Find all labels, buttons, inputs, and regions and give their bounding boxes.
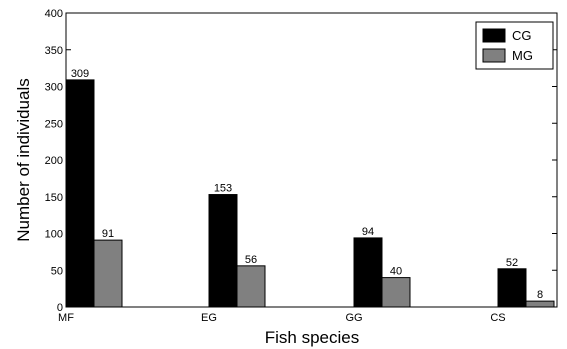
y-tick-label: 200 <box>45 155 63 167</box>
legend-label-mg: MG <box>512 48 533 63</box>
plot-area: 0 50 100 150 200 250 300 350 400 309 91 MF 153 56 EG 94… <box>45 8 558 324</box>
bar-cg-mf <box>65 79 95 308</box>
bar-mg-mf <box>93 239 123 308</box>
x-axis-title: Fish species <box>265 328 359 347</box>
data-label: 52 <box>506 257 518 269</box>
x-tick-label: EG <box>201 312 217 324</box>
y-tick-label: 350 <box>45 45 63 57</box>
y-tick-label: 150 <box>45 192 63 204</box>
data-label: 8 <box>537 289 543 301</box>
legend: CG MG <box>475 21 554 70</box>
data-label: 153 <box>214 183 232 195</box>
y-tick-label: 0 <box>57 302 63 314</box>
y-tick-label: 100 <box>45 229 63 241</box>
bar-mg-cs <box>525 300 555 308</box>
bar-mg-eg <box>236 265 266 308</box>
x-tick-label: GG <box>345 312 362 324</box>
legend-label-cg: CG <box>512 28 532 43</box>
bar-cg-cs <box>497 268 527 308</box>
y-axis-title: Number of individuals <box>14 78 33 241</box>
data-label: 40 <box>390 266 402 278</box>
y-tick-label: 400 <box>45 8 63 20</box>
bar-cg-eg <box>208 194 238 308</box>
bar-cg-gg <box>353 237 383 308</box>
x-tick-label: CS <box>490 312 505 324</box>
data-label: 91 <box>102 228 114 240</box>
legend-swatch-cg <box>482 28 506 43</box>
bar-mg-gg <box>381 277 411 308</box>
data-label: 309 <box>71 68 89 80</box>
legend-swatch-mg <box>482 48 506 63</box>
y-tick-label: 50 <box>51 265 63 277</box>
data-label: 56 <box>245 254 257 266</box>
data-label: 94 <box>362 226 374 238</box>
y-tick-label: 300 <box>45 82 63 94</box>
y-tick-label: 250 <box>45 118 63 130</box>
x-tick-label: MF <box>58 312 74 324</box>
